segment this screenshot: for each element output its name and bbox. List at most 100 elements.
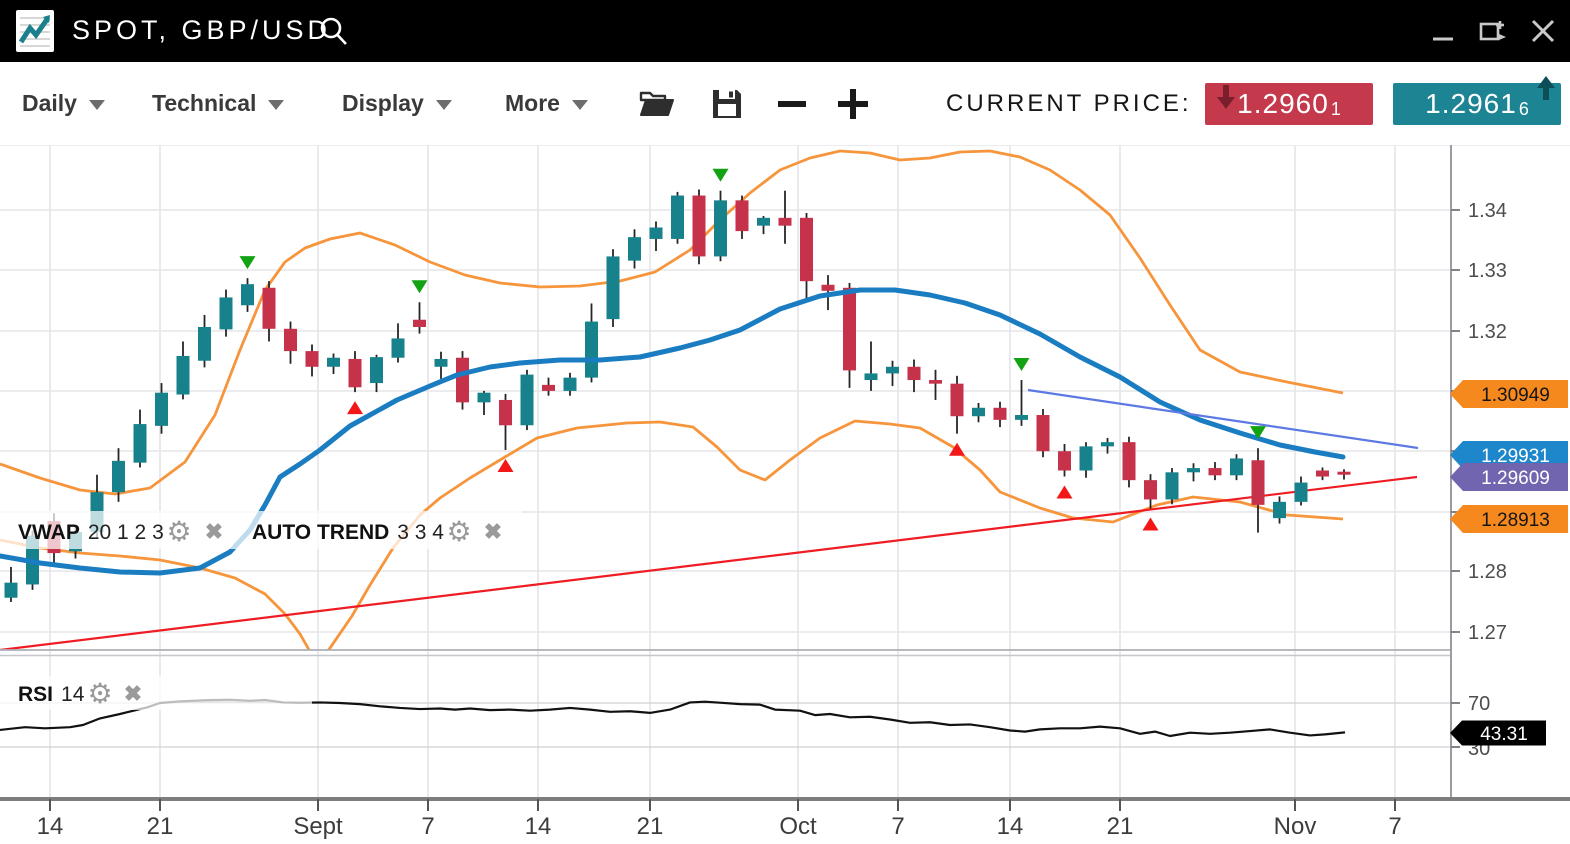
ask-pip: 6: [1518, 98, 1529, 119]
candle: [1058, 443, 1071, 477]
menu-technical[interactable]: Technical: [152, 62, 285, 145]
candle: [929, 369, 942, 400]
candle: [692, 189, 706, 265]
candle: [284, 321, 297, 364]
open-file-icon[interactable]: [638, 62, 676, 145]
candle: [542, 377, 555, 396]
y-axis-tick-label: 1.34: [1468, 200, 1507, 222]
zoom-in-icon[interactable]: [836, 62, 870, 145]
x-axis-tick-label: 21: [637, 813, 664, 840]
candle: [628, 229, 641, 269]
rsi-indicator-params: 14: [61, 683, 85, 706]
sell-signal-icon: [1250, 426, 1266, 440]
toolbar: Daily Technical Display More: [0, 62, 1570, 146]
x-axis-tick-label: 7: [421, 813, 434, 840]
price-badge-value: 1.29931: [1481, 446, 1550, 467]
candle: [649, 221, 663, 252]
candle: [520, 369, 534, 431]
candle: [563, 372, 577, 396]
candle: [219, 289, 233, 337]
title-bar: SPOT, GBP/USD: [0, 0, 1570, 62]
menu-display[interactable]: Display: [342, 62, 452, 145]
candle: [1337, 469, 1351, 480]
candle: [972, 402, 985, 423]
sell-signal-icon: [712, 168, 729, 182]
candle: [499, 393, 512, 450]
candle: [1273, 496, 1286, 524]
candle: [1122, 436, 1136, 488]
candle: [391, 323, 405, 363]
save-icon[interactable]: [710, 62, 744, 145]
price-badge: 1.30949: [1450, 380, 1568, 408]
price-badge: 1.29931: [1450, 441, 1568, 469]
vwap-indicator-label: VWAP: [18, 521, 80, 544]
candle: [198, 314, 211, 368]
chevron-down-icon: [88, 100, 105, 110]
y-axis-tick-label: 1.28: [1468, 561, 1507, 583]
arrow-up-icon: [1537, 76, 1555, 100]
candle: [671, 191, 684, 244]
auto-trend-indicator-close-icon[interactable]: ✖: [484, 519, 502, 544]
menu-daily-label: Daily: [22, 90, 77, 116]
y-axis-tick-label: 1.32: [1468, 321, 1507, 343]
price-badge: 43.31: [1450, 720, 1546, 746]
close-button[interactable]: [1526, 14, 1560, 48]
chevron-down-icon: [435, 100, 452, 110]
candle: [950, 375, 964, 434]
rsi-indicator-label: RSI: [18, 683, 53, 706]
rsi-indicator-settings-gear-icon[interactable]: ⚙: [87, 678, 112, 709]
x-axis-tick-label: 21: [1107, 813, 1134, 840]
candle: [1036, 408, 1050, 458]
menu-more[interactable]: More: [505, 62, 588, 145]
candle: [112, 448, 125, 502]
candle: [1230, 454, 1243, 481]
candle: [1144, 474, 1157, 509]
candle: [348, 351, 362, 393]
x-axis-tick-label: Oct: [779, 813, 817, 840]
candle: [1316, 467, 1329, 481]
menu-daily[interactable]: Daily: [22, 62, 105, 145]
candle: [176, 341, 190, 400]
candle: [1079, 442, 1093, 478]
buy-signal-icon: [347, 401, 363, 415]
buy-signal-icon: [497, 458, 514, 472]
candlesticks: [4, 189, 1351, 602]
candle: [477, 390, 491, 416]
arrow-down-icon: [1217, 85, 1235, 109]
x-axis-tick-label: Sept: [293, 813, 343, 840]
menu-more-label: More: [505, 90, 560, 116]
bid-value: 1.2960: [1237, 88, 1329, 119]
candle: [843, 282, 856, 388]
ask-price-box[interactable]: 1.2961 6: [1393, 76, 1561, 125]
axes-frame: [0, 145, 1570, 801]
zoom-out-icon[interactable]: [776, 62, 808, 145]
restore-button[interactable]: [1476, 14, 1510, 48]
x-axis-tick-label: 7: [1388, 813, 1401, 840]
search-icon[interactable]: [316, 14, 352, 50]
candle: [993, 401, 1007, 428]
price-badge-value: 1.28913: [1481, 510, 1550, 531]
bollinger-bands: [0, 149, 1344, 650]
vwap-indicator-settings-gear-icon[interactable]: ⚙: [166, 516, 191, 547]
buy-signal-icon: [1056, 485, 1073, 499]
y-axis-tick-label: 1.33: [1468, 260, 1507, 282]
candle: [1294, 476, 1308, 506]
minimize-button[interactable]: [1426, 14, 1460, 48]
rsi-indicator-close-icon[interactable]: ✖: [124, 681, 142, 706]
vwap-indicator-params: 20 1 2 3: [88, 521, 164, 544]
x-axis-tick-label: Nov: [1274, 813, 1317, 840]
sell-signal-icon: [1013, 358, 1030, 372]
vwap-indicator-close-icon[interactable]: ✖: [205, 519, 223, 544]
bid-price-box[interactable]: 1.2960 1: [1205, 83, 1373, 125]
candle: [434, 351, 448, 379]
candle: [456, 351, 469, 410]
candle: [1015, 380, 1028, 426]
candle: [735, 195, 749, 239]
chevron-down-icon: [571, 100, 588, 110]
candle: [1101, 437, 1114, 454]
rsi-indicator: RSI 14 ⚙ ✖: [18, 678, 142, 709]
auto-trend-indicator-settings-gear-icon[interactable]: ⚙: [446, 516, 471, 547]
